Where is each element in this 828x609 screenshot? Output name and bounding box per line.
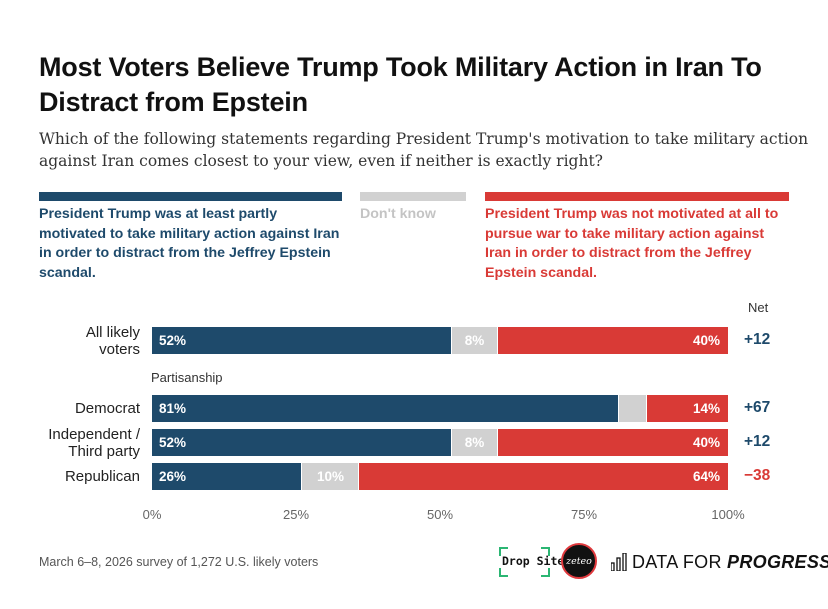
drop-site-logo: Drop Site [499, 547, 564, 577]
zeteo-logo: zeteo [561, 543, 597, 579]
x-tick-label: 0% [142, 507, 162, 522]
data-label: 81% [159, 401, 187, 416]
x-tick-label: 25% [282, 507, 310, 522]
bar-segment-distract [152, 327, 451, 354]
legend-label-distract: President Trump was at least partly moti… [39, 206, 340, 281]
data-label: 14% [692, 401, 720, 416]
dfp-text-bold: PROGRESS [727, 551, 828, 572]
row-label: Republican [65, 468, 140, 485]
net-value: +12 [744, 331, 771, 348]
data-label: 52% [159, 435, 187, 450]
data-for-progress-logo: DATA FOR PROGRESS [611, 550, 828, 574]
chart-subtitle: Which of the following statements regard… [39, 130, 809, 170]
section-label-partisanship: Partisanship [151, 370, 223, 385]
bar-segment-dontknow [451, 429, 497, 456]
logo-bracket-icon [541, 547, 550, 556]
data-label: 40% [692, 435, 720, 450]
bar-segment-notdistract [359, 463, 728, 490]
legend-swatch-dontknow [360, 192, 466, 201]
row-label-line: voters [99, 340, 140, 358]
row-label-line: Democrat [74, 400, 140, 417]
bar-segment-dontknow [451, 327, 497, 354]
bar-segment-dontknow [301, 463, 359, 490]
bar-segment-notdistract [497, 327, 728, 354]
x-tick-label: 75% [570, 507, 598, 522]
zeteo-logo-text: zeteo [566, 555, 592, 567]
data-label: 26% [159, 469, 187, 484]
net-value: −38 [744, 467, 771, 484]
row-label-line: Independent / [48, 425, 140, 443]
row-label: All likely voters [86, 324, 140, 358]
drop-site-logo-text: Drop Site [502, 554, 565, 568]
data-label: 8% [464, 333, 485, 348]
bar-segment-dontknow [618, 395, 647, 422]
data-label: 8% [464, 435, 485, 450]
bar-segment-notdistract [497, 429, 728, 456]
dfp-text-regular: DATA FOR [632, 551, 728, 572]
bar-segment-distract [152, 429, 451, 456]
data-label: 10% [317, 469, 345, 484]
chart-title: Most Voters Believe Trump Took Military … [39, 52, 762, 117]
bar-segment-distract [152, 395, 618, 422]
bar-segment-notdistract [647, 395, 728, 422]
net-value: +67 [744, 399, 771, 416]
data-label: 52% [159, 333, 187, 348]
logo-bracket-icon [541, 568, 550, 577]
row-label-line: All likely [85, 323, 140, 341]
legend-swatch-distract [39, 192, 342, 201]
row-label-line: Third party [68, 442, 140, 460]
legend-label-notdistract: President Trump was not motivated at all… [485, 206, 779, 281]
legend-swatch-notdistract [485, 192, 789, 201]
x-tick-label: 50% [426, 507, 454, 522]
data-label: 64% [692, 469, 720, 484]
x-tick-label: 100% [711, 507, 745, 522]
row-label: Independent / Third party [48, 426, 140, 460]
logo-bracket-icon [499, 568, 508, 577]
logo-bracket-icon [499, 547, 508, 556]
net-header: Net [748, 300, 769, 315]
row-label: Democrat [75, 400, 140, 417]
data-for-progress-logo-text: DATA FOR PROGRESS [632, 552, 828, 573]
survey-footnote: March 6–8, 2026 survey of 1,272 U.S. lik… [39, 555, 319, 569]
net-value: +12 [744, 433, 771, 450]
bar-chart-icon [611, 553, 627, 571]
bar-segment-distract [152, 463, 301, 490]
row-label-line: Republican [64, 468, 140, 485]
legend-label-dontknow: Don't know [360, 206, 436, 222]
data-label: 40% [692, 333, 720, 348]
